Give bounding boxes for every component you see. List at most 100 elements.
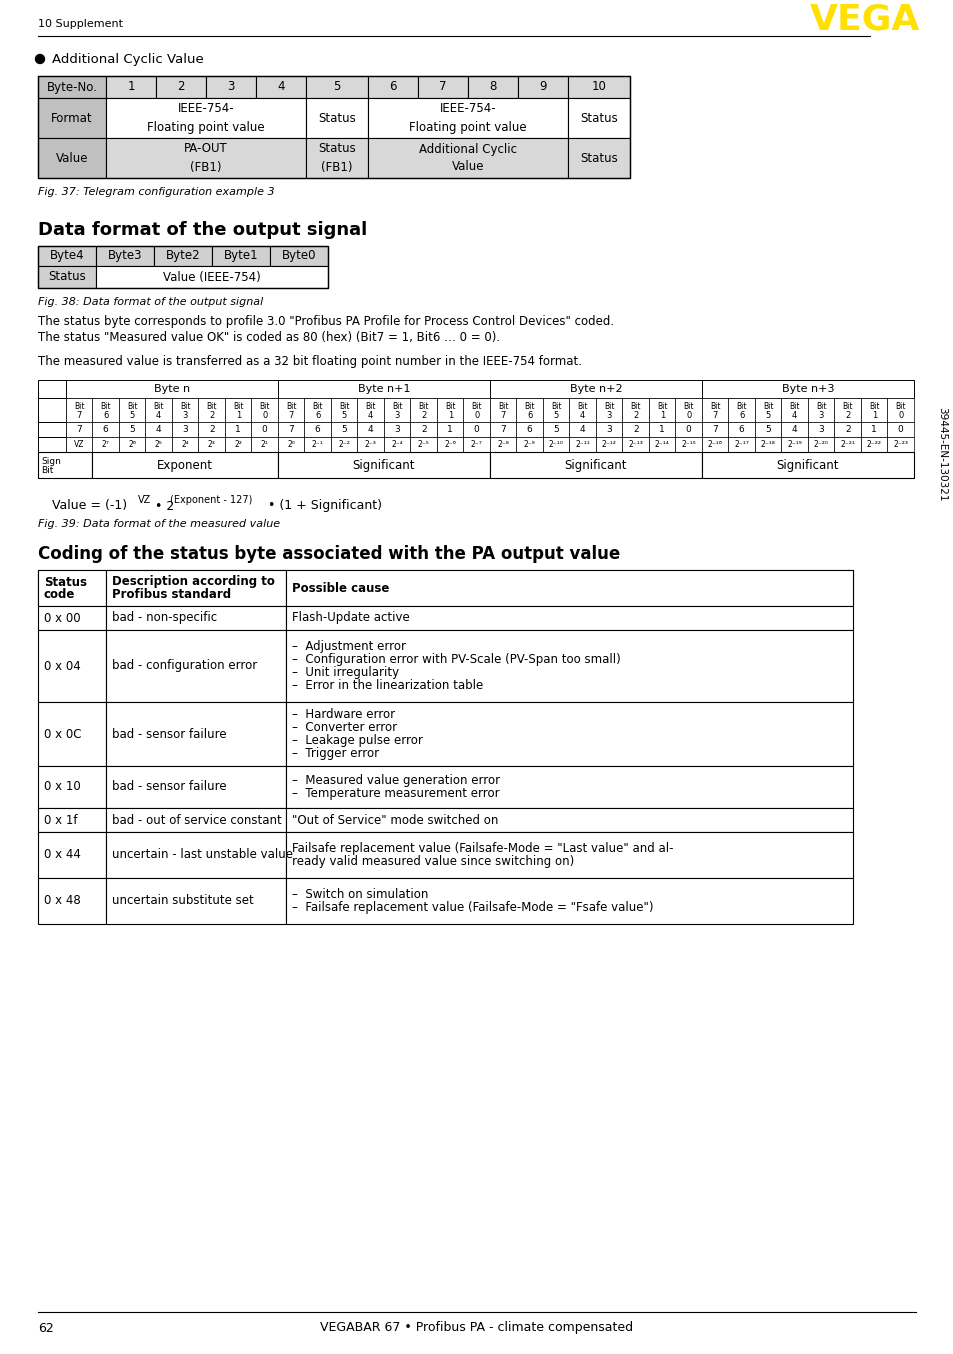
Bar (516, 398, 542, 422)
Text: 3: 3 (227, 80, 234, 93)
Bar (410, 437, 436, 452)
Bar (675, 437, 701, 452)
Bar (38, 570, 852, 607)
Text: 10: 10 (591, 80, 606, 93)
Text: Fig. 37: Telegram configuration example 3: Fig. 37: Telegram configuration example … (38, 187, 274, 196)
Text: Flash-Update active: Flash-Update active (292, 612, 410, 624)
Text: 4: 4 (579, 425, 585, 435)
Bar (38, 422, 66, 437)
Text: Bit: Bit (74, 402, 85, 410)
Text: 0: 0 (474, 425, 479, 435)
Bar (96, 265, 328, 288)
Text: (FB1): (FB1) (190, 161, 221, 173)
Text: Value = (-1): Value = (-1) (52, 500, 127, 513)
Text: Fig. 39: Data format of the measured value: Fig. 39: Data format of the measured val… (38, 519, 280, 529)
Bar (569, 437, 596, 452)
Text: 3: 3 (182, 410, 188, 420)
Text: Bit: Bit (233, 402, 243, 410)
Text: Bit: Bit (603, 402, 614, 410)
Bar (106, 97, 306, 138)
Text: 2⁻²²: 2⁻²² (866, 440, 881, 450)
Bar (490, 422, 516, 437)
Text: 2: 2 (632, 425, 638, 435)
Text: 2⁻³: 2⁻³ (364, 440, 376, 450)
Bar (66, 437, 92, 452)
Bar (106, 831, 286, 877)
Text: 1: 1 (659, 425, 664, 435)
Text: bad - configuration error: bad - configuration error (112, 659, 257, 673)
Text: Significant: Significant (564, 459, 626, 471)
Text: Byte n+3: Byte n+3 (781, 385, 833, 394)
Text: bad - sensor failure: bad - sensor failure (112, 780, 227, 793)
Text: 7: 7 (288, 425, 294, 435)
Bar (861, 398, 886, 422)
Text: Bit: Bit (418, 402, 429, 410)
Text: Bit: Bit (736, 402, 746, 410)
Text: (Exponent - 127): (Exponent - 127) (170, 496, 253, 505)
Bar (119, 437, 146, 452)
Bar (436, 398, 463, 422)
Text: Possible cause: Possible cause (292, 581, 389, 594)
Bar (252, 437, 277, 452)
Bar (277, 452, 490, 478)
Text: 6: 6 (526, 425, 532, 435)
Text: 7: 7 (712, 425, 718, 435)
Text: 2: 2 (209, 410, 214, 420)
Text: –  Leakage pulse error: – Leakage pulse error (292, 734, 422, 747)
Text: Byte n: Byte n (153, 385, 190, 394)
Bar (807, 398, 834, 422)
Bar (861, 422, 886, 437)
Text: Bit: Bit (551, 402, 561, 410)
Text: Byte n+1: Byte n+1 (357, 385, 410, 394)
Text: 2⁻¹⁶: 2⁻¹⁶ (707, 440, 722, 450)
Text: 4: 4 (579, 410, 585, 420)
Text: Bit: Bit (444, 402, 455, 410)
Text: PA-OUT: PA-OUT (184, 142, 228, 156)
Text: 1: 1 (127, 80, 134, 93)
Bar (463, 398, 490, 422)
Bar (92, 452, 277, 478)
Text: 0: 0 (685, 425, 691, 435)
Text: VEGA: VEGA (809, 1, 920, 37)
Text: 1: 1 (447, 410, 453, 420)
Text: 1: 1 (235, 410, 240, 420)
Bar (38, 630, 106, 701)
Bar (106, 701, 286, 766)
Text: Bit: Bit (471, 402, 481, 410)
Text: –  Temperature measurement error: – Temperature measurement error (292, 787, 499, 800)
Bar (468, 76, 517, 97)
Text: 2⁵: 2⁵ (154, 440, 163, 450)
Text: 2: 2 (209, 425, 214, 435)
Text: Bit: Bit (682, 402, 693, 410)
Text: Bit: Bit (313, 402, 323, 410)
Text: Status: Status (317, 142, 355, 156)
Text: 2⁻¹²: 2⁻¹² (601, 440, 616, 450)
Text: 2⁻²³: 2⁻²³ (892, 440, 907, 450)
Bar (106, 766, 286, 808)
Text: Value: Value (55, 152, 89, 164)
Text: Coding of the status byte associated with the PA output value: Coding of the status byte associated wit… (38, 546, 619, 563)
Bar (119, 422, 146, 437)
Bar (96, 246, 153, 265)
Bar (490, 398, 516, 422)
Text: 2⁶: 2⁶ (128, 440, 136, 450)
Bar (490, 437, 516, 452)
Text: –  Adjustment error: – Adjustment error (292, 640, 406, 653)
Bar (38, 452, 92, 478)
Text: 10 Supplement: 10 Supplement (38, 19, 123, 28)
Text: ready valid measured value since switching on): ready valid measured value since switchi… (292, 854, 574, 868)
Text: –  Converter error: – Converter error (292, 720, 396, 734)
Text: 7: 7 (438, 80, 446, 93)
Text: 8: 8 (489, 80, 497, 93)
Text: VEGABAR 67 • Profibus PA - climate compensated: VEGABAR 67 • Profibus PA - climate compe… (320, 1322, 633, 1335)
Bar (728, 398, 754, 422)
Bar (225, 437, 252, 452)
Text: 7: 7 (712, 410, 718, 420)
Text: Floating point value: Floating point value (147, 121, 265, 134)
Text: Significant: Significant (776, 459, 839, 471)
Bar (728, 437, 754, 452)
Text: 6: 6 (389, 80, 396, 93)
Bar (675, 398, 701, 422)
Text: 2⁻²¹: 2⁻²¹ (840, 440, 854, 450)
Text: Significant: Significant (353, 459, 415, 471)
